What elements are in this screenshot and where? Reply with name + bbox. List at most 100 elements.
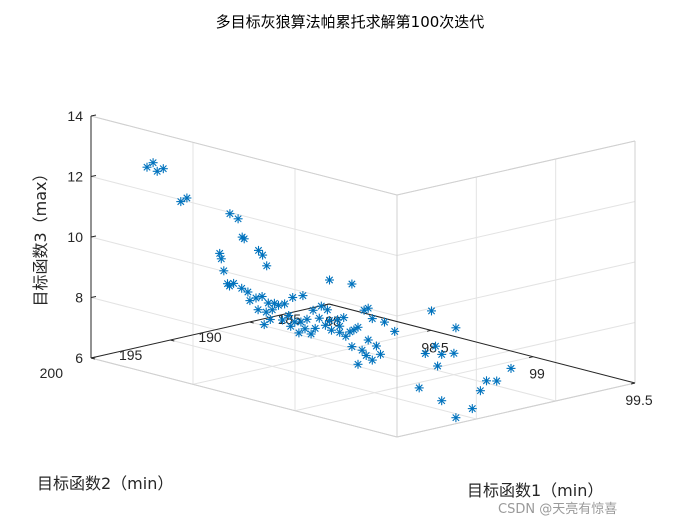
data-point [219,266,229,276]
data-point [451,413,461,423]
y-tick-label: 190 [198,329,222,345]
data-point [310,323,320,333]
data-point [216,254,226,264]
data-point [142,162,152,172]
grid-line-y-floor [170,339,477,420]
data-point [284,311,294,320]
y-axis-label: 目标函数2（min） [37,474,173,493]
box-edge [90,115,398,196]
data-point [267,305,277,315]
grid-line-z-side [396,201,636,256]
data-point [363,303,373,313]
z-tick-label: 6 [75,350,83,366]
x-tick-mark [426,329,432,332]
z-tick-mark [90,235,97,238]
data-point [288,293,298,302]
data-point [176,197,186,207]
box-edge [396,382,636,438]
z-tick-label: 10 [67,229,83,245]
y-axis-line [90,303,330,359]
data-point [308,305,318,315]
data-point [357,345,367,355]
z-axis-label: 目标函数3（max） [31,165,50,306]
data-point [280,299,290,309]
grid-line-z-side [396,261,636,317]
y-tick-label: 195 [119,347,143,363]
data-point [286,321,296,331]
data-point [302,314,312,324]
data-point [506,363,516,373]
box-edge [90,357,398,438]
data-point [363,335,373,345]
data-point [353,359,363,369]
x-tick-mark [528,356,534,359]
data-point [290,317,300,327]
data-point [152,166,162,176]
data-point [347,342,357,352]
data-point [449,348,459,358]
z-tick-mark [90,114,97,117]
data-point [182,193,192,203]
data-point [253,305,263,315]
data-point [300,324,310,334]
data-point [492,376,502,386]
data-point [475,386,485,396]
data-point [361,351,371,360]
y-tick-mark [328,303,334,306]
data-point [431,341,440,351]
y-tick-label: 200 [40,365,64,381]
x-tick-mark [324,303,330,306]
data-point [314,313,324,323]
data-point [325,316,334,326]
data-point [380,317,389,327]
grid-line-z-back [90,297,398,377]
data-point [148,158,158,168]
data-point [367,355,377,365]
z-tick-mark [90,296,97,298]
z-tick-mark [90,356,97,359]
data-point [433,361,443,371]
data-point [339,313,349,323]
data-point [243,287,253,297]
axes-box [90,115,636,438]
data-point [451,323,461,333]
data-point [437,349,447,359]
x-tick-label: 99.5 [625,392,652,408]
data-point [414,383,424,393]
watermark: CSDN @天亮有惊喜 [498,501,617,517]
data-point [427,306,436,316]
data-point [347,279,357,289]
data-point [237,283,247,293]
x-axis-label: 目标函数1（min） [467,481,603,500]
box-edge [396,140,636,196]
data-point [257,292,267,301]
data-point [258,250,268,260]
data-point [325,275,334,285]
data-point [420,349,430,358]
data-point [306,329,316,339]
grid-line-z-back [90,236,398,317]
data-point [482,376,491,386]
data-point [225,209,235,219]
grid-line-x-floor [192,329,432,385]
data-point [390,326,400,336]
y-tick-mark [170,339,175,342]
x-tick-mark [630,382,636,385]
grid-line-x-floor [294,356,534,412]
x-axis-line [328,303,636,384]
data-point [245,296,255,306]
data-point [239,234,249,244]
data-point [376,349,385,359]
data-point [437,396,447,406]
data-point [353,322,363,332]
data-point [327,325,336,335]
data-point [294,328,304,338]
chart-title: 多目标灰狼算法帕累托求解第100次迭代 [216,13,485,31]
data-point [367,314,377,324]
data-point [262,261,272,271]
data-point [371,341,381,351]
data-point [265,315,275,324]
grid-line-z-back [90,176,398,256]
scatter-series [142,158,516,423]
